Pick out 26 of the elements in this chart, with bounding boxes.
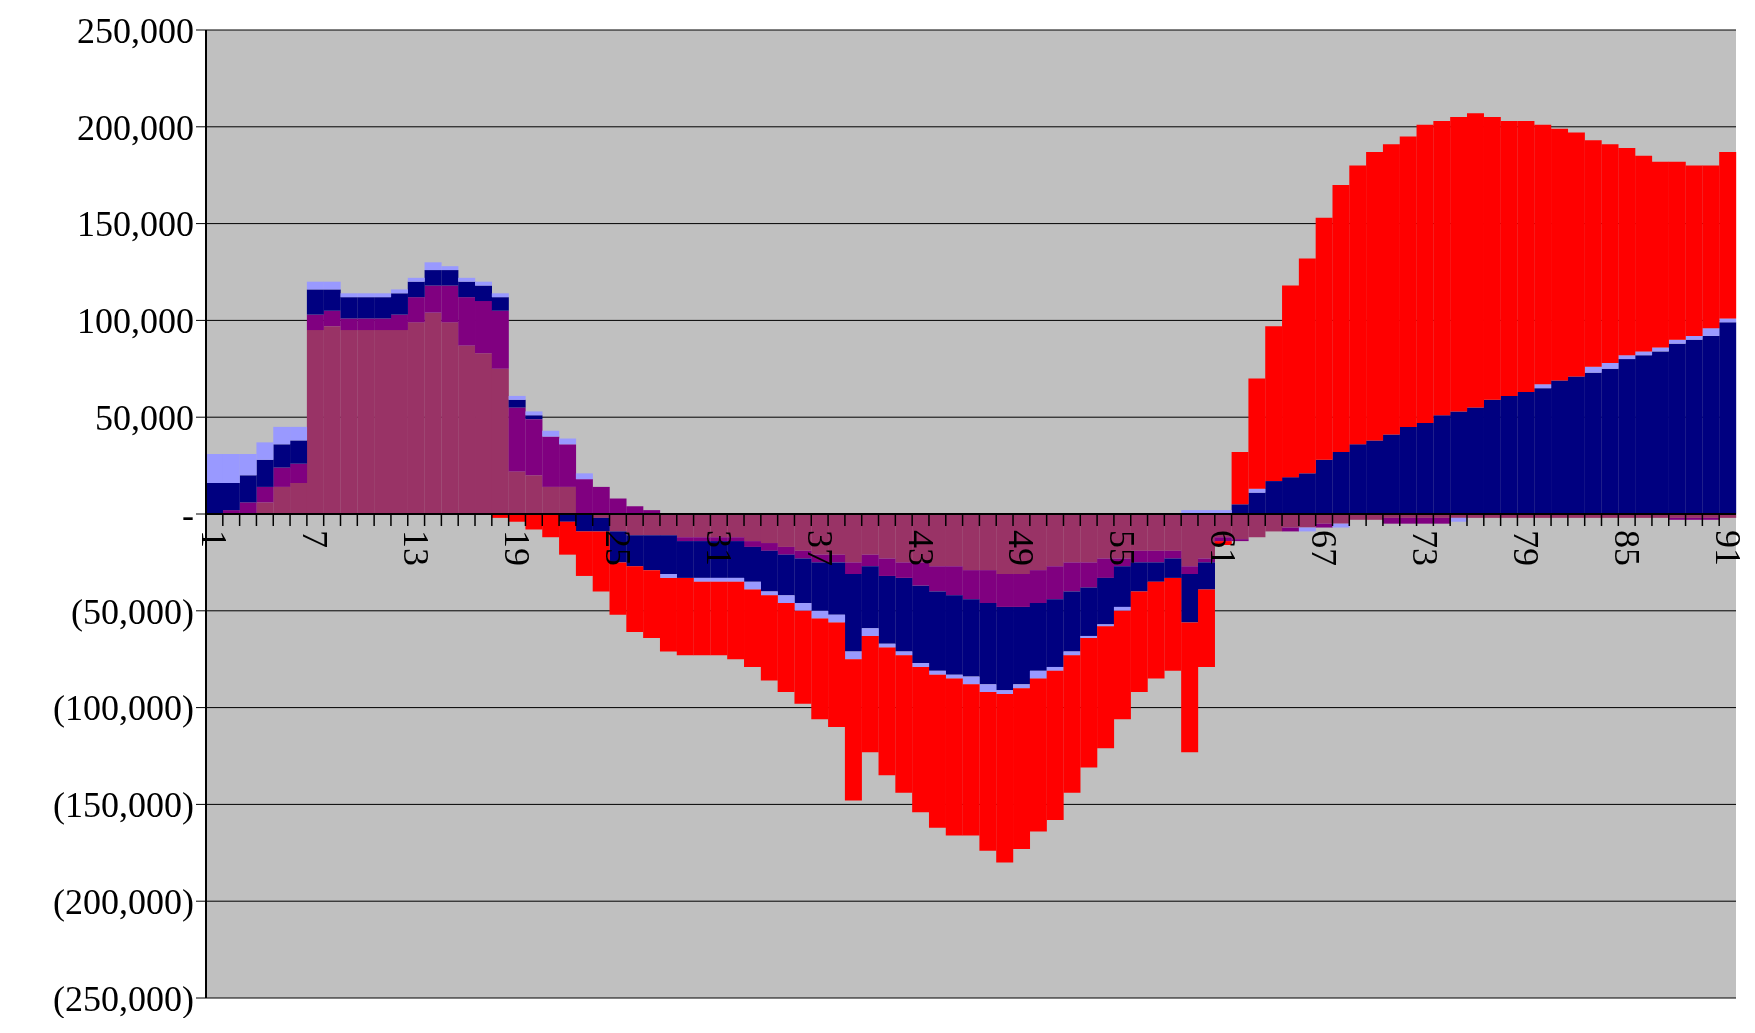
y-tick-label: (250,000) [53, 978, 194, 1019]
y-tick-label: (150,000) [53, 785, 194, 826]
y-tick-label: 50,000 [95, 397, 194, 438]
x-tick-label: 31 [698, 530, 739, 566]
y-tick-label: 250,000 [77, 10, 194, 51]
y-tick-label: 200,000 [77, 107, 194, 148]
x-tick-label: 7 [295, 530, 336, 548]
x-tick-label: 85 [1606, 530, 1647, 566]
x-tick-label: 79 [1505, 530, 1546, 566]
y-tick-label: (50,000) [71, 591, 194, 632]
x-tick-label: 55 [1102, 530, 1143, 566]
x-tick-label: 13 [396, 530, 437, 566]
y-tick-label: 150,000 [77, 204, 194, 245]
x-tick-label: 37 [799, 530, 840, 566]
x-tick-label: 61 [1203, 530, 1244, 566]
y-tick-label: - [182, 494, 194, 535]
y-tick-label: (100,000) [53, 688, 194, 729]
x-tick-label: 67 [1304, 530, 1345, 566]
x-tick-label: 91 [1707, 530, 1748, 566]
y-tick-label: 100,000 [77, 301, 194, 342]
x-tick-label: 19 [497, 530, 538, 566]
x-tick-label: 49 [1001, 530, 1042, 566]
x-tick-label: 73 [1404, 530, 1445, 566]
y-tick-label: (200,000) [53, 881, 194, 922]
x-tick-label: 43 [900, 530, 941, 566]
x-tick-label: 25 [597, 530, 638, 566]
